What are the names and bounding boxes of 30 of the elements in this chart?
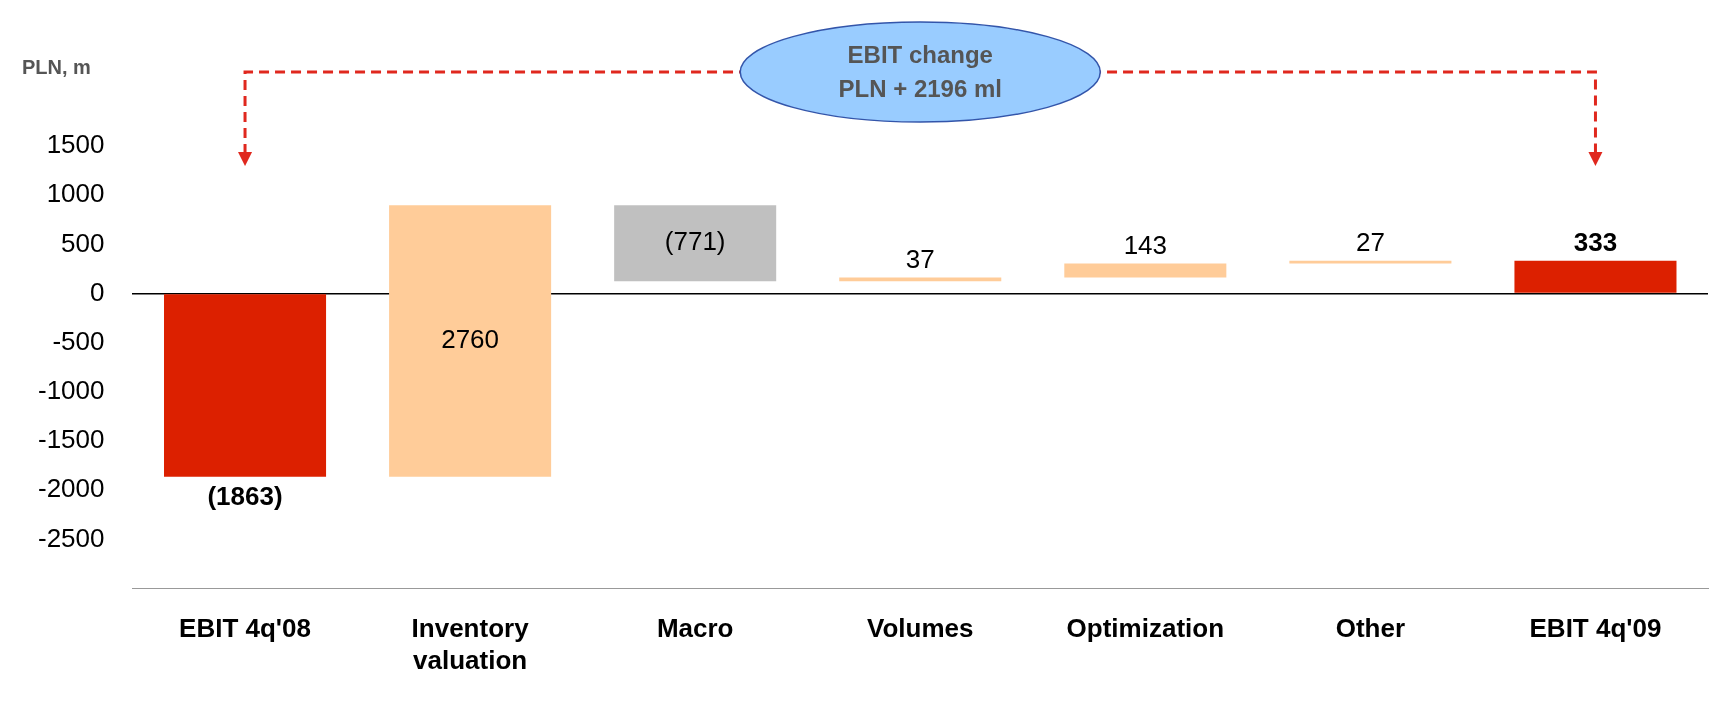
bar bbox=[1514, 260, 1677, 293]
x-tick-label: EBIT 4q'09 bbox=[1529, 613, 1662, 644]
text: EBIT change PLN + 2196 ml bbox=[838, 40, 1002, 104]
data-label: (771) bbox=[664, 226, 726, 257]
y-axis-title: PLN, m bbox=[22, 56, 91, 79]
y-tick-label: -500 bbox=[52, 325, 105, 356]
bar bbox=[389, 205, 552, 477]
data-label: 333 bbox=[1573, 226, 1618, 257]
y-tick-label: -1000 bbox=[38, 375, 105, 406]
y-tick-label: 500 bbox=[61, 227, 105, 258]
y-tick-label: 0 bbox=[90, 276, 105, 307]
x-tick-label: Inventory valuation bbox=[411, 613, 530, 675]
x-tick-label: Other bbox=[1335, 613, 1406, 644]
y-tick-label: -2000 bbox=[38, 473, 105, 504]
y-tick-label: -1500 bbox=[38, 424, 105, 455]
x-tick-label: EBIT 4q'08 bbox=[179, 613, 311, 644]
bar bbox=[614, 205, 777, 282]
data-label: (1863) bbox=[207, 480, 283, 511]
x-tick-label: Macro bbox=[656, 613, 734, 644]
y-tick-label: 1500 bbox=[46, 129, 105, 160]
data-label: 143 bbox=[1123, 229, 1168, 260]
bar bbox=[164, 294, 327, 477]
data-label: 2760 bbox=[441, 324, 500, 355]
data-label: 27 bbox=[1355, 226, 1385, 257]
x-tick-label: Volumes bbox=[867, 613, 974, 644]
bar bbox=[1064, 263, 1227, 278]
x-tick-label: Optimization bbox=[1066, 613, 1225, 644]
data-label: 37 bbox=[905, 243, 935, 274]
y-tick-label: -2500 bbox=[38, 522, 105, 553]
y-tick-label: 1000 bbox=[46, 178, 105, 209]
